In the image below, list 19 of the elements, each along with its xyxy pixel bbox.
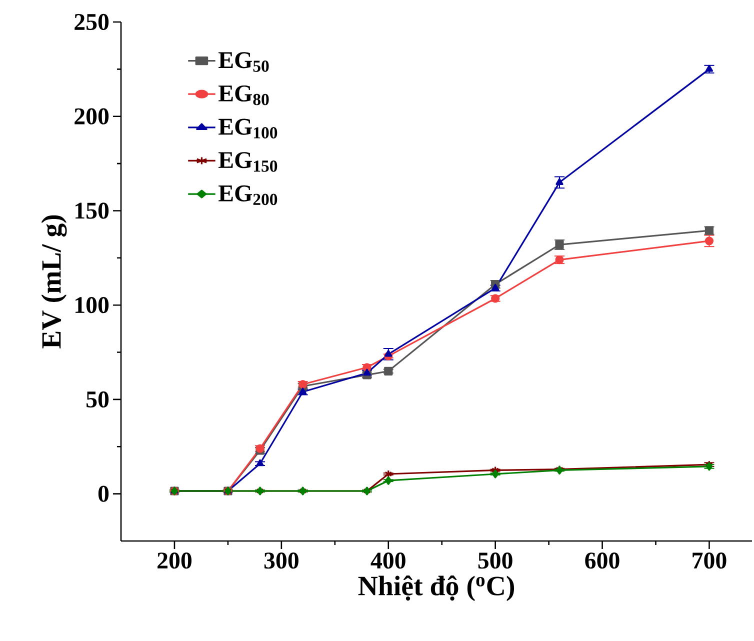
x-tick-label: 600 [585,552,620,569]
legend-label: EG$_{200}$ [218,185,278,206]
y-tick-label: 250 [74,14,109,30]
legend-label: EG$_{50}$ [218,52,269,72]
x-tick-label: 200 [158,552,192,569]
y-axis-title: EV (mL/ g) [41,215,67,348]
y-tick-label: 0 [98,486,109,502]
x-tick-label: 300 [264,552,298,569]
x-tick-label: 700 [692,552,726,569]
x-tick-label: 500 [478,552,512,569]
y-tick-label: 200 [74,108,109,124]
y-tick-label: 150 [76,202,109,219]
x-axis-title: Nhiệt độ ($^{o}$C) [358,575,514,602]
legend-label: EG$_{100}$ [218,118,278,138]
legend-label: EG$_{150}$ [218,152,278,172]
legend-label: EG$_{80}$ [218,85,269,106]
y-tick-label: 50 [86,391,109,408]
x-tick-label: 400 [370,552,406,569]
y-tick-label: 100 [76,297,109,314]
